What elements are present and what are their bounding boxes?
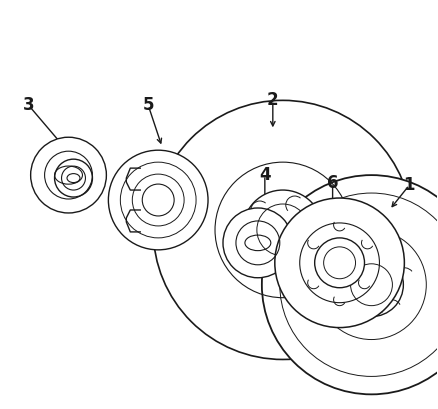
Text: 4: 4: [259, 166, 271, 184]
Circle shape: [55, 159, 92, 197]
Circle shape: [339, 253, 403, 317]
Circle shape: [275, 198, 404, 328]
Text: 3: 3: [23, 97, 35, 115]
Circle shape: [262, 175, 438, 394]
Circle shape: [31, 137, 106, 213]
Text: 2: 2: [267, 91, 279, 109]
Circle shape: [108, 150, 208, 250]
Text: 6: 6: [327, 174, 339, 192]
Circle shape: [243, 190, 323, 270]
Circle shape: [153, 100, 412, 360]
Text: 5: 5: [142, 97, 154, 115]
Circle shape: [223, 208, 293, 278]
Circle shape: [314, 238, 364, 288]
Text: 1: 1: [403, 176, 415, 194]
